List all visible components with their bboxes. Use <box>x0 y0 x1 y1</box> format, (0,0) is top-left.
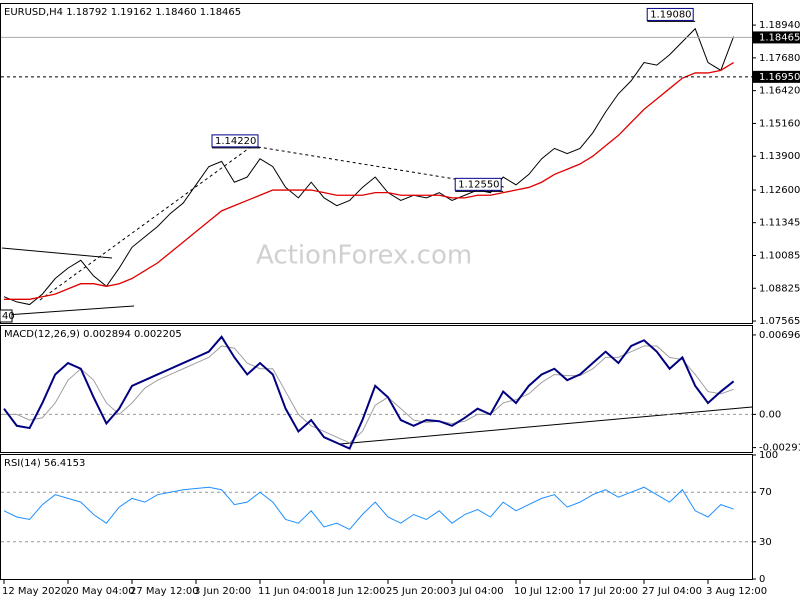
annotation-box <box>646 7 694 21</box>
level-box <box>752 70 800 83</box>
rsi-title: RSI(14) 56.4153 <box>4 458 85 469</box>
x-tick-label: 27 May 12:00 <box>130 586 199 597</box>
y-tick-label: 1.11345 <box>759 218 800 229</box>
last-price-box <box>752 31 800 44</box>
edge-box <box>0 309 13 323</box>
trend-line <box>1 247 113 259</box>
y-tick-label: 1.15160 <box>759 118 800 129</box>
x-tick-label: 3 Jul 04:00 <box>450 586 504 597</box>
annotation-label: 1.19080 <box>650 9 691 20</box>
series-line <box>4 61 734 300</box>
level-label: 1.16950 <box>759 72 800 83</box>
annotation-label: 1.12550 <box>458 179 499 190</box>
edge-label: 40 <box>2 311 15 322</box>
x-tick-label: 10 Jul 12:00 <box>514 586 574 597</box>
y-tick-label: 1.10085 <box>759 250 800 261</box>
y-tick-label: 0.006966 <box>759 330 800 341</box>
series-line <box>3 27 735 306</box>
x-tick-label: 20 May 04:00 <box>66 586 135 597</box>
y-tick-label: -0.002913 <box>759 443 800 454</box>
series-line <box>3 486 734 531</box>
watermark: ActionForex.com <box>256 241 472 271</box>
series-line <box>3 335 735 450</box>
rsi-panel <box>0 454 753 580</box>
x-tick-label: 25 Jun 20:00 <box>386 586 450 597</box>
price-panel <box>0 3 753 324</box>
x-tick-label: 11 Jun 04:00 <box>258 586 322 597</box>
y-tick-label: 0.00 <box>759 409 781 420</box>
y-tick-label: 0 <box>759 574 765 585</box>
y-tick-label: 1.08825 <box>759 283 800 294</box>
y-tick-label: 1.16420 <box>759 86 800 97</box>
x-tick-label: 27 Jul 04:00 <box>642 586 702 597</box>
annotation-box <box>211 134 259 148</box>
annotation-label: 1.14220 <box>215 136 256 147</box>
y-tick-label: 1.07565 <box>759 316 800 327</box>
x-tick-label: 17 Jul 20:00 <box>578 586 638 597</box>
trend-line <box>339 406 753 445</box>
y-tick-label: 1.18940 <box>759 20 800 31</box>
y-tick-label: 1.12600 <box>759 185 800 196</box>
y-tick-label: 30 <box>759 537 772 548</box>
price-title: EURUSD,H4 1.18792 1.19162 1.18460 1.1846… <box>4 7 241 18</box>
x-tick-label: 12 May 2020 <box>2 586 67 597</box>
x-tick-label: 3 Jun 20:00 <box>194 586 251 597</box>
trend-line <box>39 145 253 301</box>
x-tick-label: 3 Aug 12:00 <box>706 586 767 597</box>
y-tick-label: 1.13900 <box>759 151 800 162</box>
trend-line <box>5 305 135 316</box>
y-tick-label: 100 <box>759 450 778 461</box>
x-tick-label: 18 Jun 12:00 <box>322 586 386 597</box>
last-price-label: 1.18465 <box>759 32 800 43</box>
macd-panel <box>0 325 753 453</box>
y-tick-label: 70 <box>759 487 772 498</box>
y-tick-label: 1.17680 <box>759 53 800 64</box>
annotation-box <box>454 177 502 191</box>
macd-title: MACD(12,26,9) 0.002894 0.002205 <box>4 329 182 340</box>
